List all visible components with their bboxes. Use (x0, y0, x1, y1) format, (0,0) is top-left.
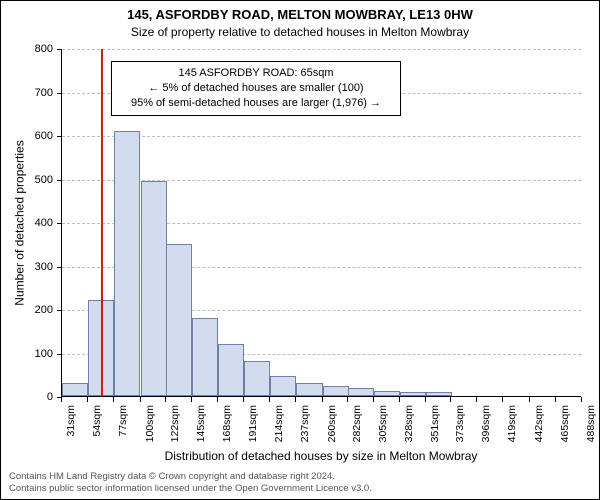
histogram-bar (244, 361, 270, 396)
x-tick-label: 419sqm (506, 405, 518, 442)
x-tick-label: 237sqm (299, 405, 311, 442)
x-tick-label: 442sqm (533, 405, 545, 442)
y-tick-label: 800 (1, 43, 53, 55)
y-tick-label: 500 (1, 174, 53, 186)
x-tick-label: 168sqm (221, 405, 233, 442)
chart-title-line1: 145, ASFORDBY ROAD, MELTON MOWBRAY, LE13… (1, 7, 599, 22)
footer-line1: Contains HM Land Registry data © Crown c… (9, 471, 591, 483)
x-tick-label: 282sqm (351, 405, 363, 442)
annotation-line: ← 5% of detached houses are smaller (100… (120, 81, 392, 96)
y-tick-label: 600 (1, 130, 53, 142)
x-tick-label: 191sqm (247, 405, 259, 442)
x-tick-label: 351sqm (429, 405, 441, 442)
x-tick-label: 328sqm (403, 405, 415, 442)
x-tick-label: 145sqm (195, 405, 207, 442)
x-tick-label: 305sqm (377, 405, 389, 442)
y-tick-label: 200 (1, 304, 53, 316)
chart-container: 145, ASFORDBY ROAD, MELTON MOWBRAY, LE13… (0, 0, 600, 500)
histogram-bar (348, 388, 374, 396)
x-tick-label: 214sqm (273, 405, 285, 442)
histogram-bar (141, 181, 167, 396)
y-tick-label: 700 (1, 87, 53, 99)
histogram-bar (62, 383, 88, 396)
y-tick-label: 300 (1, 261, 53, 273)
histogram-bar (426, 392, 452, 396)
x-tick-label: 465sqm (559, 405, 571, 442)
histogram-bar (374, 391, 400, 396)
grid-line (62, 49, 581, 50)
x-tick-label: 77sqm (117, 405, 129, 437)
footer-line2: Contains public sector information licen… (9, 483, 591, 495)
reference-marker-line (101, 49, 103, 396)
histogram-bar (296, 383, 322, 396)
histogram-bar (323, 386, 349, 396)
footer-attribution: Contains HM Land Registry data © Crown c… (9, 471, 591, 495)
annotation-box: 145 ASFORDBY ROAD: 65sqm← 5% of detached… (111, 61, 401, 116)
histogram-bar (270, 376, 296, 396)
x-tick-label: 31sqm (65, 405, 77, 437)
x-tick-label: 488sqm (585, 405, 597, 442)
y-tick-label: 400 (1, 217, 53, 229)
y-tick-label: 100 (1, 348, 53, 360)
histogram-bar (166, 244, 192, 396)
annotation-line: 95% of semi-detached houses are larger (… (120, 96, 392, 111)
x-tick-label: 122sqm (169, 405, 181, 442)
histogram-bar (400, 392, 426, 396)
histogram-bar (114, 131, 140, 396)
x-tick-label: 260sqm (326, 405, 338, 442)
x-tick-label: 100sqm (144, 405, 156, 442)
y-tick-label: 0 (1, 391, 53, 403)
y-axis-ticks: 0100200300400500600700800 (1, 49, 57, 397)
annotation-line: 145 ASFORDBY ROAD: 65sqm (120, 66, 392, 81)
x-axis-ticks: 31sqm 54sqm 77sqm 100sqm 122sqm 145sqm 168sqm 1… (61, 397, 581, 453)
x-axis-label: Distribution of detached houses by size … (61, 449, 581, 463)
histogram-bar (192, 318, 218, 396)
x-tick-label: 54sqm (91, 405, 103, 437)
histogram-bar (218, 344, 244, 396)
chart-title-line2: Size of property relative to detached ho… (1, 25, 599, 39)
x-tick-label: 396sqm (480, 405, 492, 442)
x-tick-label: 373sqm (454, 405, 466, 442)
